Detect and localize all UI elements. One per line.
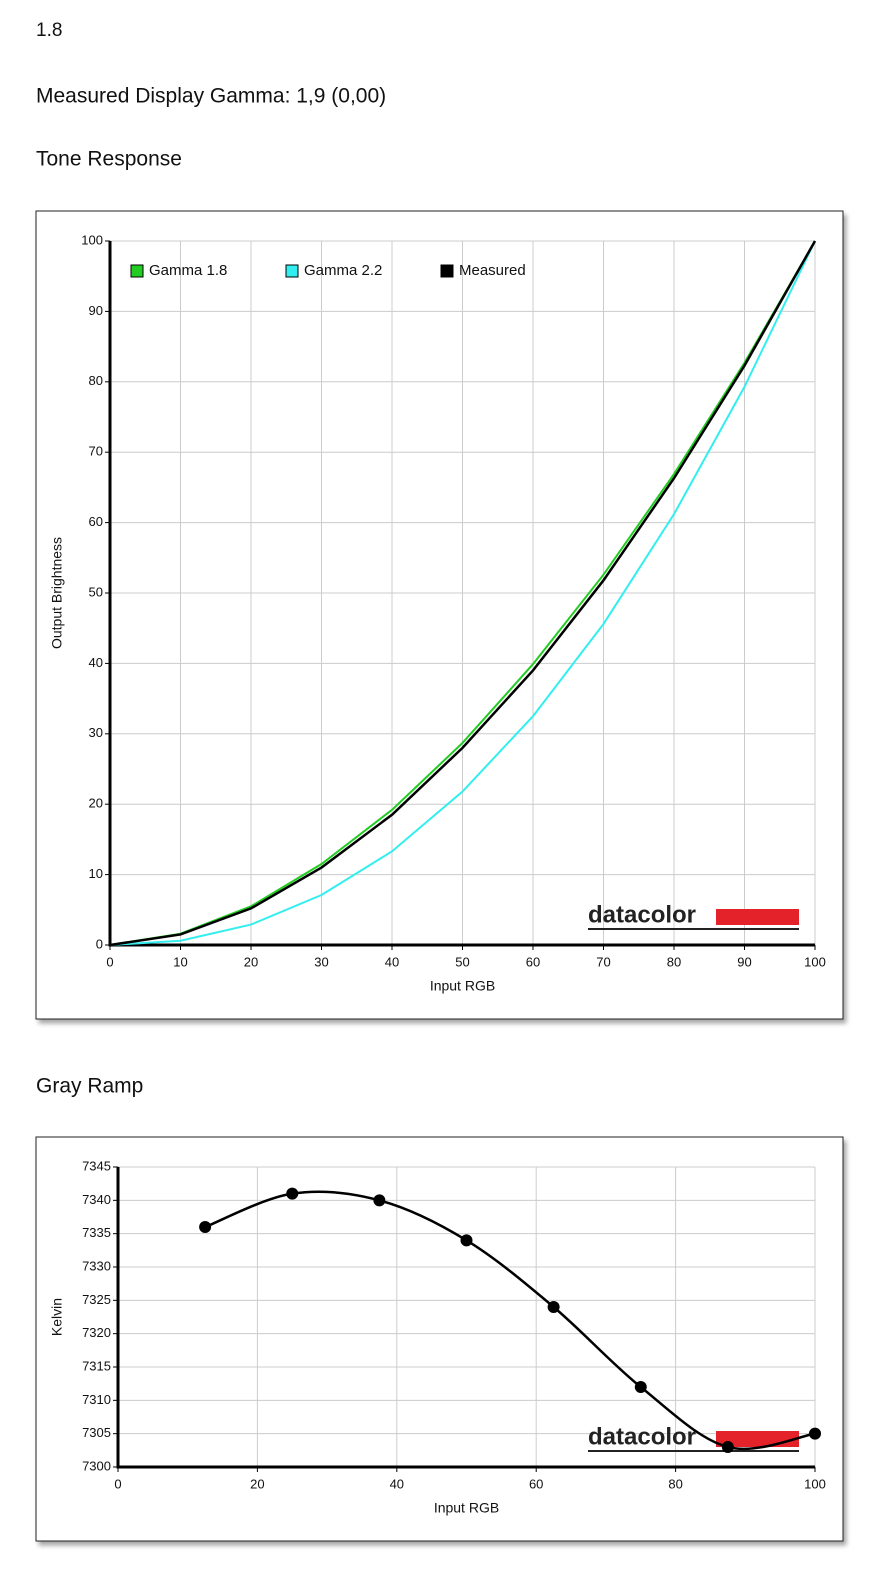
x-tick-label: 80 [667, 954, 681, 969]
y-tick-label: 10 [89, 866, 103, 881]
y-tick-label: 7315 [82, 1358, 111, 1373]
y-tick-label: 0 [96, 936, 103, 951]
x-tick-label: 40 [385, 954, 399, 969]
legend-label: Gamma 1.8 [149, 262, 227, 279]
data-point [199, 1221, 212, 1233]
data-point [721, 1441, 734, 1453]
y-tick-label: 80 [89, 373, 103, 388]
legend-label: Gamma 2.2 [304, 262, 382, 279]
legend-swatch [285, 264, 299, 278]
x-tick-label: 50 [455, 954, 469, 969]
y-tick-label: 40 [89, 655, 103, 670]
x-tick-label: 30 [314, 954, 328, 969]
data-point [634, 1381, 647, 1393]
y-tick-label: 60 [89, 514, 103, 529]
logo-bar [716, 909, 799, 925]
data-point [373, 1194, 386, 1207]
x-tick-label: 60 [529, 1476, 543, 1491]
x-axis-label: Input RGB [434, 1500, 499, 1516]
x-tick-label: 70 [596, 954, 610, 969]
value-label: 1.8 [36, 20, 62, 41]
y-tick-label: 7305 [82, 1425, 111, 1440]
x-tick-label: 100 [804, 1476, 826, 1491]
y-tick-label: 20 [89, 796, 103, 811]
data-point [547, 1301, 560, 1313]
legend-swatch [130, 264, 144, 278]
y-tick-label: 7345 [82, 1158, 111, 1173]
chart-title: Gray Ramp [36, 1075, 143, 1098]
legend-swatch [440, 264, 454, 278]
y-tick-label: 90 [89, 303, 103, 318]
series-line [109, 240, 816, 946]
x-tick-label: 20 [250, 1476, 264, 1491]
y-axis-label: Kelvin [49, 1298, 65, 1336]
y-tick-label: 7320 [82, 1325, 111, 1340]
y-tick-label: 7340 [82, 1192, 111, 1207]
data-point [460, 1234, 473, 1247]
x-tick-label: 0 [106, 954, 113, 969]
x-tick-label: 90 [737, 954, 751, 969]
x-tick-label: 100 [804, 954, 826, 969]
legend-label: Measured [459, 262, 526, 279]
y-tick-label: 30 [89, 725, 103, 740]
x-tick-label: 40 [390, 1476, 404, 1491]
x-axis-label: Input RGB [430, 978, 495, 994]
x-tick-label: 20 [244, 954, 258, 969]
y-tick-label: 7300 [82, 1458, 111, 1473]
x-tick-label: 10 [173, 954, 187, 969]
chart-frame [35, 210, 844, 1020]
y-tick-label: 7330 [82, 1258, 111, 1273]
y-tick-label: 100 [81, 232, 103, 247]
data-point [809, 1427, 821, 1440]
data-point [286, 1187, 299, 1200]
y-tick-label: 50 [89, 584, 103, 599]
y-tick-label: 7335 [82, 1225, 111, 1240]
series-line [109, 240, 816, 946]
y-tick-label: 70 [89, 444, 103, 459]
series-line [109, 240, 817, 947]
x-tick-label: 60 [526, 954, 540, 969]
logo: datacolor [588, 901, 696, 928]
chart-frame [35, 1136, 844, 1542]
y-tick-label: 7310 [82, 1392, 111, 1407]
series-line [204, 1190, 816, 1451]
x-tick-label: 0 [114, 1476, 121, 1491]
logo: datacolor [588, 1423, 696, 1450]
y-tick-label: 7325 [82, 1292, 111, 1307]
x-tick-label: 80 [668, 1476, 682, 1491]
measurement: Measured Display Gamma: 1,9 (0,00) [36, 85, 386, 108]
chart-title: Tone Response [36, 148, 182, 171]
y-axis-label: Output Brightness [49, 537, 65, 649]
